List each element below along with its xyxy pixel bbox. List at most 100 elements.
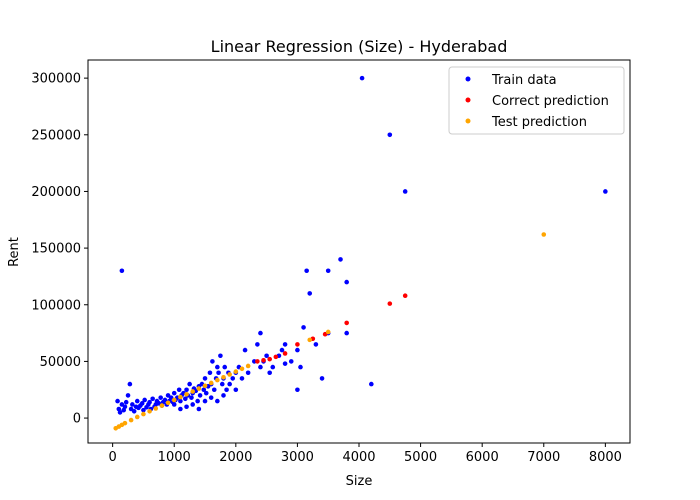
data-point [171, 390, 177, 396]
data-point [178, 398, 183, 404]
data-point [219, 381, 225, 387]
data-point [215, 398, 220, 404]
data-point [123, 399, 129, 405]
x-tick-label: 0 [108, 450, 116, 465]
data-point [195, 398, 200, 404]
y-tick-label: 300000 [31, 72, 81, 87]
y-tick-label: 250000 [31, 128, 81, 143]
data-point [258, 330, 263, 336]
data-point [122, 420, 128, 426]
data-point [202, 383, 208, 389]
chart-title: Linear Regression (Size) - Hyderabad [211, 37, 508, 56]
data-point [122, 404, 128, 410]
data-point [402, 189, 408, 194]
data-point [221, 393, 226, 398]
data-point [325, 268, 331, 274]
data-point [270, 364, 276, 370]
data-point [203, 390, 209, 396]
data-point [202, 398, 208, 404]
x-tick-label: 8000 [589, 450, 622, 465]
legend-marker-test [465, 118, 471, 124]
x-axis: 0 1000 2000 3000 4000 5000 6000 7000 8000 [108, 443, 622, 465]
legend-marker-train [465, 76, 471, 82]
y-tick-label: 50000 [40, 355, 81, 370]
x-tick-label: 4000 [342, 450, 375, 465]
x-tick-label: 6000 [466, 450, 499, 465]
data-point [196, 386, 202, 391]
data-point [159, 403, 165, 408]
data-point [387, 132, 393, 138]
data-point [273, 354, 279, 360]
data-point [201, 387, 207, 393]
data-point [141, 411, 146, 417]
data-point [304, 268, 309, 274]
data-point [215, 377, 220, 383]
data-point [233, 387, 239, 393]
data-point [325, 329, 331, 335]
x-tick-label: 1000 [158, 450, 191, 465]
data-point [227, 381, 232, 387]
x-tick-label: 2000 [219, 450, 252, 465]
data-point [603, 189, 608, 194]
data-point [190, 402, 195, 407]
data-point [190, 389, 195, 394]
data-point [313, 342, 319, 347]
data-point [295, 347, 300, 353]
data-point [298, 364, 303, 370]
data-point [402, 293, 408, 298]
data-point [184, 391, 189, 397]
data-point [239, 376, 245, 381]
data-point [171, 402, 177, 407]
y-tick-label: 200000 [31, 185, 81, 200]
data-point [245, 370, 251, 376]
data-point [307, 291, 313, 296]
data-point [196, 406, 202, 412]
data-point [141, 407, 146, 413]
data-point [216, 370, 221, 376]
data-point [153, 406, 159, 411]
data-point [147, 408, 152, 414]
data-point [258, 364, 263, 370]
data-point [130, 402, 135, 407]
legend-label-test: Test prediction [491, 115, 587, 130]
data-point [115, 398, 120, 404]
data-point [131, 408, 137, 414]
data-point [288, 359, 294, 364]
data-point [222, 364, 228, 370]
data-point [344, 320, 349, 326]
legend-label-train: Train data [491, 73, 557, 88]
data-point [211, 387, 217, 393]
data-point [150, 396, 155, 402]
data-point [171, 397, 177, 403]
plot-area [113, 75, 608, 431]
data-point [134, 414, 140, 420]
data-point [255, 342, 260, 347]
data-point [184, 387, 189, 393]
legend-box [448, 66, 625, 135]
data-point [267, 370, 272, 376]
data-point [125, 393, 131, 398]
data-point [162, 397, 168, 403]
x-tick-label: 5000 [404, 450, 437, 465]
data-point [178, 406, 183, 412]
data-point [178, 394, 183, 400]
legend-label-correct: Correct prediction [492, 94, 609, 109]
data-point [189, 395, 194, 400]
data-point [344, 279, 349, 285]
data-point [176, 387, 182, 393]
data-point [267, 356, 272, 362]
data-point [387, 301, 393, 306]
data-point [295, 387, 300, 393]
data-point [233, 369, 239, 374]
data-point [239, 366, 245, 372]
data-point [301, 325, 306, 330]
data-point [184, 404, 189, 410]
data-point [119, 268, 125, 274]
data-point [202, 376, 208, 381]
data-point [282, 342, 288, 347]
data-point [264, 353, 269, 359]
data-point [224, 387, 229, 393]
data-point [207, 370, 213, 376]
series-1 [255, 293, 408, 364]
data-point [282, 351, 288, 356]
